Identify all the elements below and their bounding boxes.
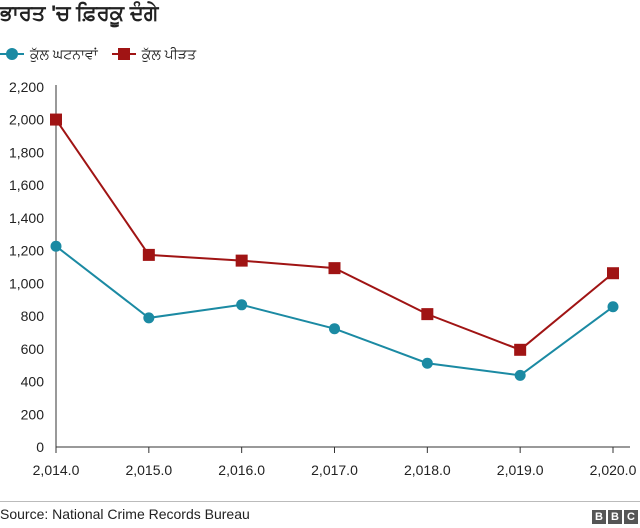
data-point-victims	[142, 248, 155, 261]
x-tick-label: 2,014.0	[33, 462, 80, 478]
x-tick-label: 2,016.0	[218, 462, 265, 478]
legend-square-marker-icon	[111, 47, 136, 61]
data-point-incidents	[421, 357, 433, 369]
legend-label-victims: ਕੁੱਲ ਪੀੜਤ	[141, 45, 197, 62]
legend-label-incidents: ਕੁੱਲ ਘਟਨਾਵਾਂ	[30, 45, 98, 62]
y-tick-label: 1,200	[9, 243, 44, 259]
data-point-victims	[421, 308, 434, 321]
logo-letter: B	[608, 510, 622, 524]
data-point-victims	[514, 343, 527, 356]
data-point-incidents	[50, 240, 62, 252]
y-tick-label: 1,600	[9, 177, 44, 193]
x-tick-label: 2,017.0	[311, 462, 358, 478]
bbc-logo: B B C	[590, 510, 638, 524]
y-tick-label: 1,400	[9, 210, 44, 226]
data-point-victims	[235, 254, 248, 267]
logo-letter: B	[592, 510, 606, 524]
y-tick-label: 800	[21, 308, 45, 324]
data-point-incidents	[236, 299, 248, 311]
footer-divider	[0, 501, 640, 502]
data-point-incidents	[143, 312, 155, 324]
y-tick-label: 600	[21, 341, 45, 357]
y-tick-label: 400	[21, 374, 45, 390]
y-tick-label: 2,200	[9, 79, 44, 95]
y-tick-label: 1,000	[9, 275, 44, 291]
data-point-incidents	[329, 323, 340, 335]
y-tick-label: 2,000	[9, 112, 44, 128]
x-tick-label: 2,020.0	[590, 462, 637, 478]
data-point-victims	[328, 262, 341, 275]
data-point-victims	[50, 113, 62, 126]
logo-letter: C	[624, 510, 638, 524]
legend-item-victims: ਕੁੱਲ ਪੀੜਤ	[111, 45, 197, 63]
line-chart: 0 200 400 600 800 1,000 1,200 1,400 1,600 1,800 2,…	[9, 79, 637, 478]
source-note: Source: National Crime Records Bureau	[0, 506, 250, 522]
data-point-incidents	[514, 369, 526, 381]
x-tick-label: 2,019.0	[497, 462, 544, 478]
data-point-incidents	[607, 301, 619, 313]
x-tick-label: 2,018.0	[404, 462, 451, 478]
y-tick-label: 1,800	[9, 144, 44, 160]
x-tick-label: 2,015.0	[125, 462, 172, 478]
chart-title: ਭਾਰਤ 'ਚ ਫ਼ਿਰਕੂ ਦੰਗੇ	[0, 2, 159, 25]
y-tick-label: 200	[21, 406, 45, 422]
chart-legend: ਕੁੱਲ ਘਟਨਾਵਾਂ ਕੁੱਲ ਪੀੜਤ	[0, 44, 210, 64]
data-point-victims	[607, 267, 619, 280]
y-tick-label: 0	[36, 439, 44, 455]
series-line-2	[55, 118, 614, 351]
legend-circle-marker-icon	[0, 47, 24, 61]
legend-item-incidents: ਕੁੱਲ ਘਟਨਾਵਾਂ	[0, 46, 98, 63]
